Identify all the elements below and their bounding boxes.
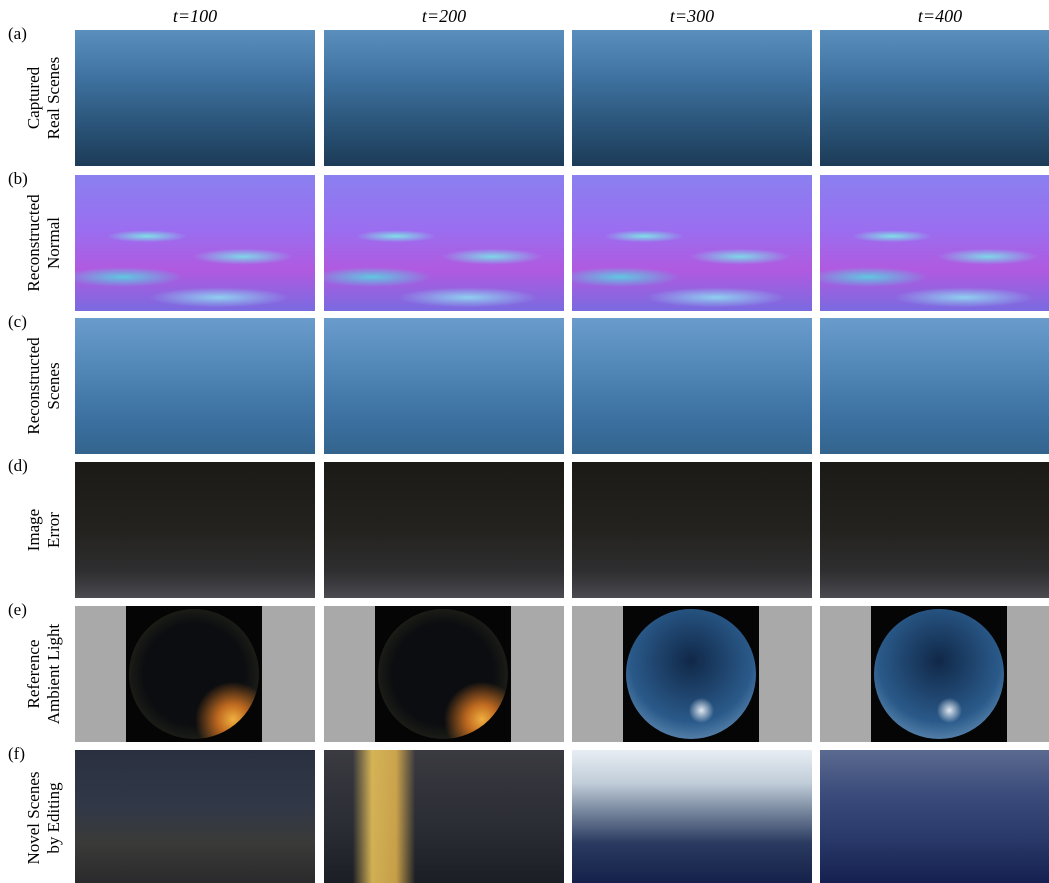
row-label: (b)	[8, 169, 28, 188]
row-label: (e)	[8, 600, 27, 619]
image-tile	[324, 606, 564, 742]
row-label: (d)	[8, 456, 28, 475]
env-sphere	[129, 609, 259, 739]
row-title: Reference Ambient Light	[24, 606, 64, 742]
light-probe	[623, 606, 759, 742]
row-title: Captured Real Scenes	[24, 30, 64, 166]
image-tile	[572, 750, 812, 883]
light-probe	[375, 606, 511, 742]
row-label: (f)	[8, 744, 25, 763]
row-title: Reconstructed Normal	[24, 175, 64, 311]
image-tile	[820, 606, 1049, 742]
image-tile	[324, 462, 564, 598]
env-sphere	[626, 609, 756, 739]
light-probe	[126, 606, 262, 742]
image-tile	[324, 318, 564, 454]
row-title: Novel Scenes by Editing	[24, 750, 64, 883]
row-label: (c)	[8, 312, 27, 331]
row-title-line: Novel Scenes	[24, 771, 43, 865]
env-sphere	[378, 609, 508, 739]
row-title-line: Image	[24, 508, 43, 552]
row-title-line: Real Scenes	[44, 56, 63, 140]
image-tile	[820, 750, 1049, 883]
row-title: Reconstructed Scenes	[24, 318, 64, 454]
row-label: (a)	[8, 24, 27, 43]
row-title-line: Reconstructed	[24, 337, 43, 435]
env-sphere	[874, 609, 1004, 739]
image-tile	[572, 30, 812, 166]
image-tile	[572, 606, 812, 742]
image-tile	[572, 318, 812, 454]
image-tile	[324, 175, 564, 311]
image-tile	[820, 318, 1049, 454]
column-header: t=300	[669, 6, 715, 26]
column-header: t=100	[172, 6, 218, 26]
row-title-line: by Editing	[44, 782, 63, 854]
row-title-line: Scenes	[44, 362, 63, 410]
image-tile	[75, 175, 315, 311]
image-tile	[75, 750, 315, 883]
image-tile	[75, 462, 315, 598]
row-title-line: Error	[44, 512, 63, 548]
image-tile	[572, 462, 812, 598]
row-title-line: Normal	[44, 217, 63, 269]
column-header: t=200	[421, 6, 467, 26]
image-tile	[75, 606, 315, 742]
image-tile	[820, 175, 1049, 311]
row-title-line: Ambient Light	[44, 623, 63, 725]
image-tile	[572, 175, 812, 311]
image-tile	[820, 462, 1049, 598]
column-header: t=400	[917, 6, 963, 26]
image-tile	[75, 318, 315, 454]
light-probe	[871, 606, 1007, 742]
row-title-line: Reference	[24, 639, 43, 709]
image-tile	[75, 30, 315, 166]
image-tile	[820, 30, 1049, 166]
image-tile	[324, 30, 564, 166]
row-title-line: Reconstructed	[24, 194, 43, 292]
row-title: Image Error	[24, 462, 64, 598]
image-tile	[324, 750, 564, 883]
row-title-line: Captured	[24, 66, 43, 130]
